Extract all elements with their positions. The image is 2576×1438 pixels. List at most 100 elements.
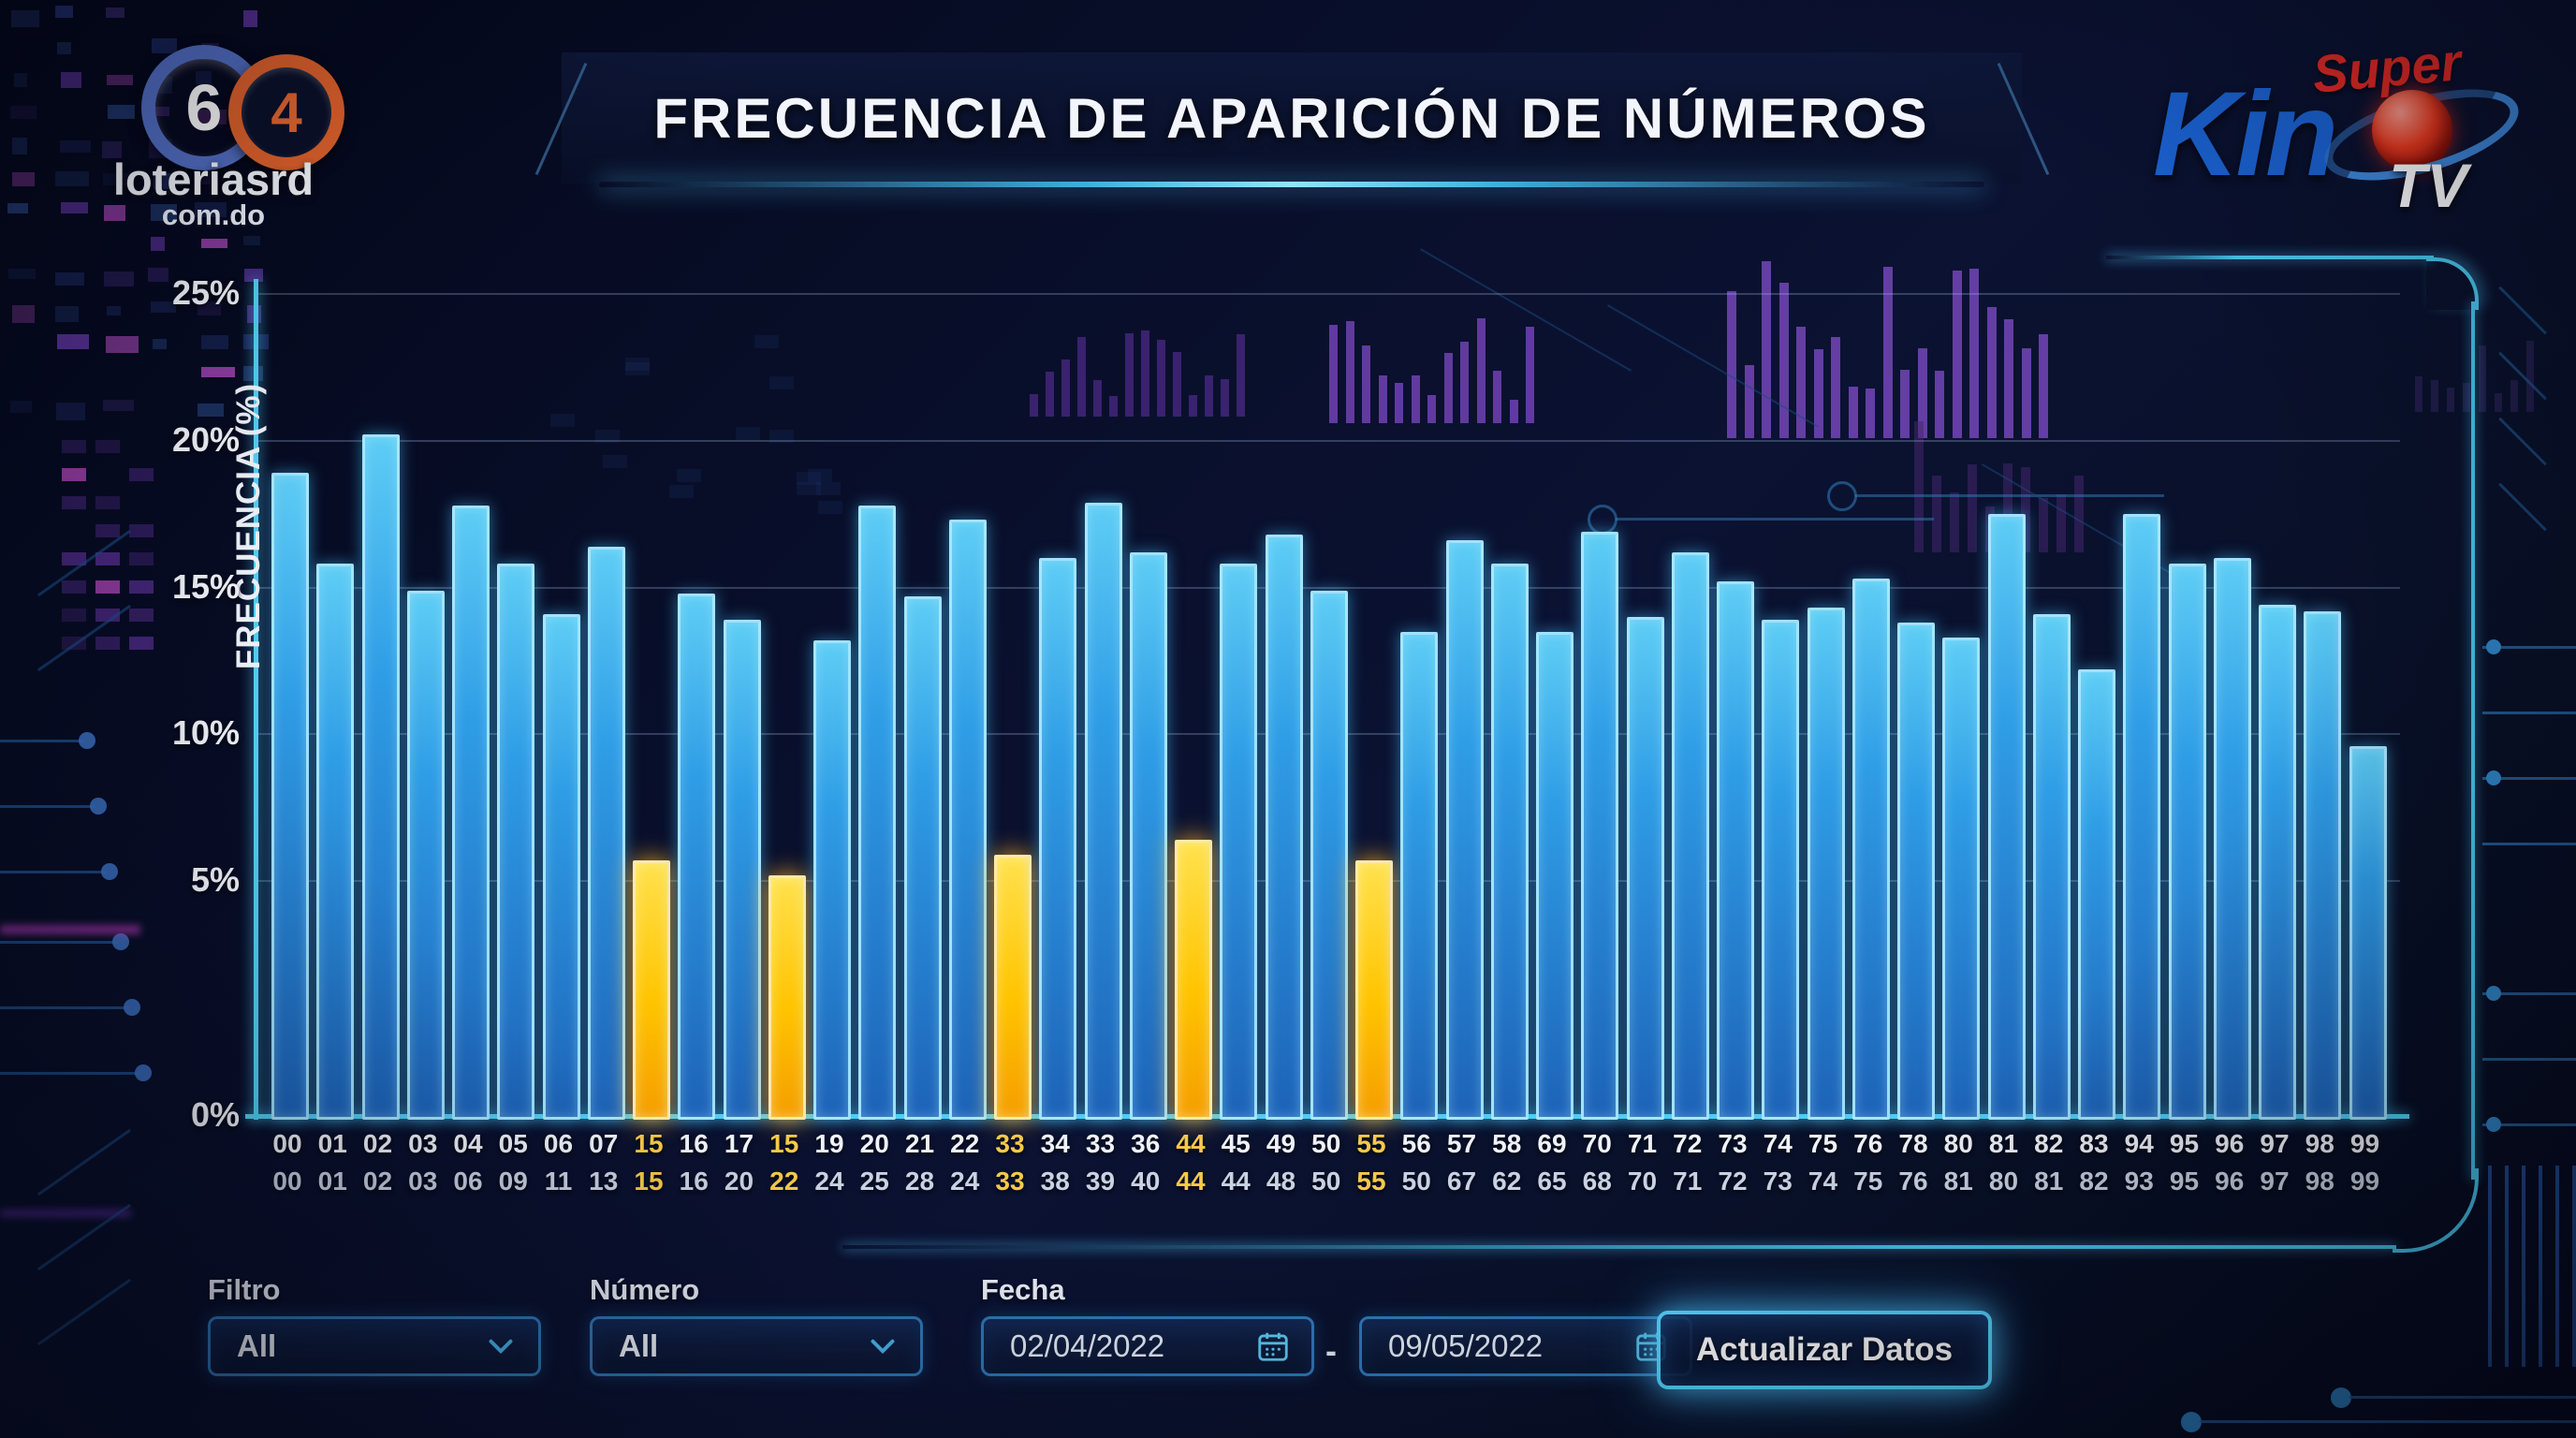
circuit-trace bbox=[0, 871, 107, 873]
calendar-icon[interactable] bbox=[1255, 1328, 1291, 1364]
fecha-label: Fecha bbox=[981, 1273, 1065, 1306]
date-to-value: 09/05/2022 bbox=[1388, 1328, 1544, 1363]
y-tick-0: 0% bbox=[190, 1095, 240, 1134]
mosaic-tile bbox=[129, 609, 154, 622]
equalizer-bar bbox=[1205, 374, 1213, 417]
frequency-bar-56 bbox=[1400, 631, 1439, 1120]
x-label-row2: 67 bbox=[1446, 1167, 1477, 1196]
x-label-row2: 75 bbox=[1853, 1167, 1883, 1196]
y-tick-5: 5% bbox=[190, 860, 240, 899]
x-label-row1: 01 bbox=[317, 1129, 347, 1158]
frequency-bar-58 bbox=[1490, 564, 1529, 1120]
circuit-trace bbox=[2482, 1058, 2576, 1061]
x-label-row2: 11 bbox=[544, 1167, 573, 1196]
mosaic-tile bbox=[54, 305, 80, 323]
frequency-bar-69 bbox=[1536, 631, 1573, 1120]
mosaic-tile bbox=[62, 580, 86, 594]
x-label-row2: 72 bbox=[1718, 1167, 1748, 1196]
logo-domain: com.do bbox=[161, 198, 266, 231]
x-label-row2: 24 bbox=[950, 1167, 980, 1196]
x-label-row1: 55 bbox=[1356, 1129, 1386, 1158]
x-label-row2: 68 bbox=[1582, 1167, 1612, 1196]
circuit-trace bbox=[0, 1072, 140, 1075]
equalizer-bar bbox=[1526, 327, 1534, 423]
date-to-input[interactable]: 09/05/2022 bbox=[1359, 1316, 1692, 1376]
mosaic-tile bbox=[10, 106, 37, 120]
gridline-20 bbox=[258, 439, 2400, 442]
x-label-row1: 98 bbox=[2305, 1129, 2334, 1158]
x-label-row2: 95 bbox=[2169, 1167, 2200, 1196]
mosaic-tile bbox=[62, 496, 86, 509]
circuit-ring-node bbox=[1588, 505, 1617, 535]
frequency-bar-97 bbox=[2259, 605, 2296, 1120]
frequency-bar-19 bbox=[813, 639, 851, 1120]
mosaic-tile bbox=[7, 268, 36, 280]
panel-frame-corner-br bbox=[2393, 1168, 2479, 1253]
circuit-trace bbox=[2482, 843, 2576, 845]
frequency-bar-82 bbox=[2032, 613, 2071, 1120]
equalizer-bar bbox=[1141, 330, 1149, 417]
x-label-row1: 95 bbox=[2169, 1129, 2200, 1158]
date-from-input[interactable]: 02/04/2022 bbox=[981, 1316, 1314, 1376]
equalizer-bar bbox=[2074, 476, 2084, 552]
equalizer-bar bbox=[2004, 318, 2013, 438]
glow-trace-pink bbox=[0, 925, 140, 934]
frequency-bar-02 bbox=[361, 434, 400, 1120]
gridline-25 bbox=[258, 293, 2400, 295]
numero-dropdown[interactable]: All bbox=[590, 1316, 923, 1376]
equalizer-bar bbox=[1866, 389, 1875, 438]
circuit-trace bbox=[2498, 286, 2547, 335]
x-label-row1: 97 bbox=[2260, 1129, 2290, 1158]
circuit-trace bbox=[2498, 482, 2547, 532]
x-label-row2: 62 bbox=[1492, 1167, 1522, 1196]
actualizar-datos-button[interactable]: Actualizar Datos bbox=[1657, 1311, 1992, 1389]
mosaic-tile bbox=[57, 333, 90, 349]
x-label-row2: 44 bbox=[1221, 1167, 1251, 1196]
filtro-label: Filtro bbox=[208, 1273, 281, 1306]
mosaic-tile bbox=[106, 305, 122, 316]
circuit-stripe bbox=[2572, 1166, 2576, 1367]
equalizer-bar bbox=[2479, 345, 2486, 412]
circuit-trace bbox=[2498, 351, 2547, 401]
logo-tv-text: TV bbox=[2389, 151, 2468, 220]
circuit-node bbox=[79, 732, 95, 749]
circuit-stripe bbox=[2539, 1166, 2542, 1367]
x-label-row2: 25 bbox=[859, 1167, 889, 1196]
x-label-row1: 19 bbox=[814, 1129, 844, 1158]
mosaic-tile bbox=[624, 358, 650, 372]
equalizer-bar bbox=[1030, 393, 1038, 417]
x-label-row2: 24 bbox=[814, 1167, 844, 1196]
x-label-row1: 80 bbox=[1943, 1129, 1973, 1158]
x-label-row1: 22 bbox=[950, 1129, 980, 1158]
x-label-row2: 76 bbox=[1898, 1167, 1928, 1196]
circuit-ring-node bbox=[1827, 481, 1857, 511]
mosaic-tile bbox=[11, 10, 39, 27]
x-label-row1: 33 bbox=[1085, 1129, 1116, 1158]
circuit-trace bbox=[2482, 712, 2576, 714]
circuit-node bbox=[101, 863, 118, 880]
mosaic-tile bbox=[200, 239, 228, 249]
circuit-trace bbox=[1616, 518, 1934, 521]
circuit-trace bbox=[2498, 417, 2547, 466]
equalizer-bar bbox=[1237, 333, 1245, 417]
x-label-row2: 28 bbox=[904, 1167, 935, 1196]
x-label-row2: 98 bbox=[2305, 1167, 2334, 1196]
filtro-dropdown[interactable]: All bbox=[208, 1316, 541, 1376]
chevron-down-icon bbox=[489, 1339, 513, 1355]
x-label-row1: 07 bbox=[589, 1129, 619, 1158]
logo-wordmark: loteriasrd bbox=[112, 154, 315, 204]
equalizer-bar bbox=[1395, 383, 1403, 423]
circuit-node bbox=[2486, 770, 2501, 785]
x-label-row2: 39 bbox=[1085, 1167, 1116, 1196]
frequency-bar-81 bbox=[1987, 514, 2026, 1120]
mosaic-tile bbox=[95, 580, 120, 594]
circuit-stripe bbox=[2488, 1166, 2492, 1367]
mosaic-tile bbox=[107, 105, 135, 120]
circuit-trace bbox=[1855, 494, 2164, 497]
equalizer-bar bbox=[1443, 352, 1453, 423]
equalizer-bar bbox=[1968, 464, 1977, 552]
equalizer-bar bbox=[2431, 379, 2438, 412]
frequency-bar-04 bbox=[452, 505, 490, 1120]
frequency-bar-73 bbox=[1717, 581, 1754, 1120]
date-from-value: 02/04/2022 bbox=[1010, 1328, 1165, 1363]
